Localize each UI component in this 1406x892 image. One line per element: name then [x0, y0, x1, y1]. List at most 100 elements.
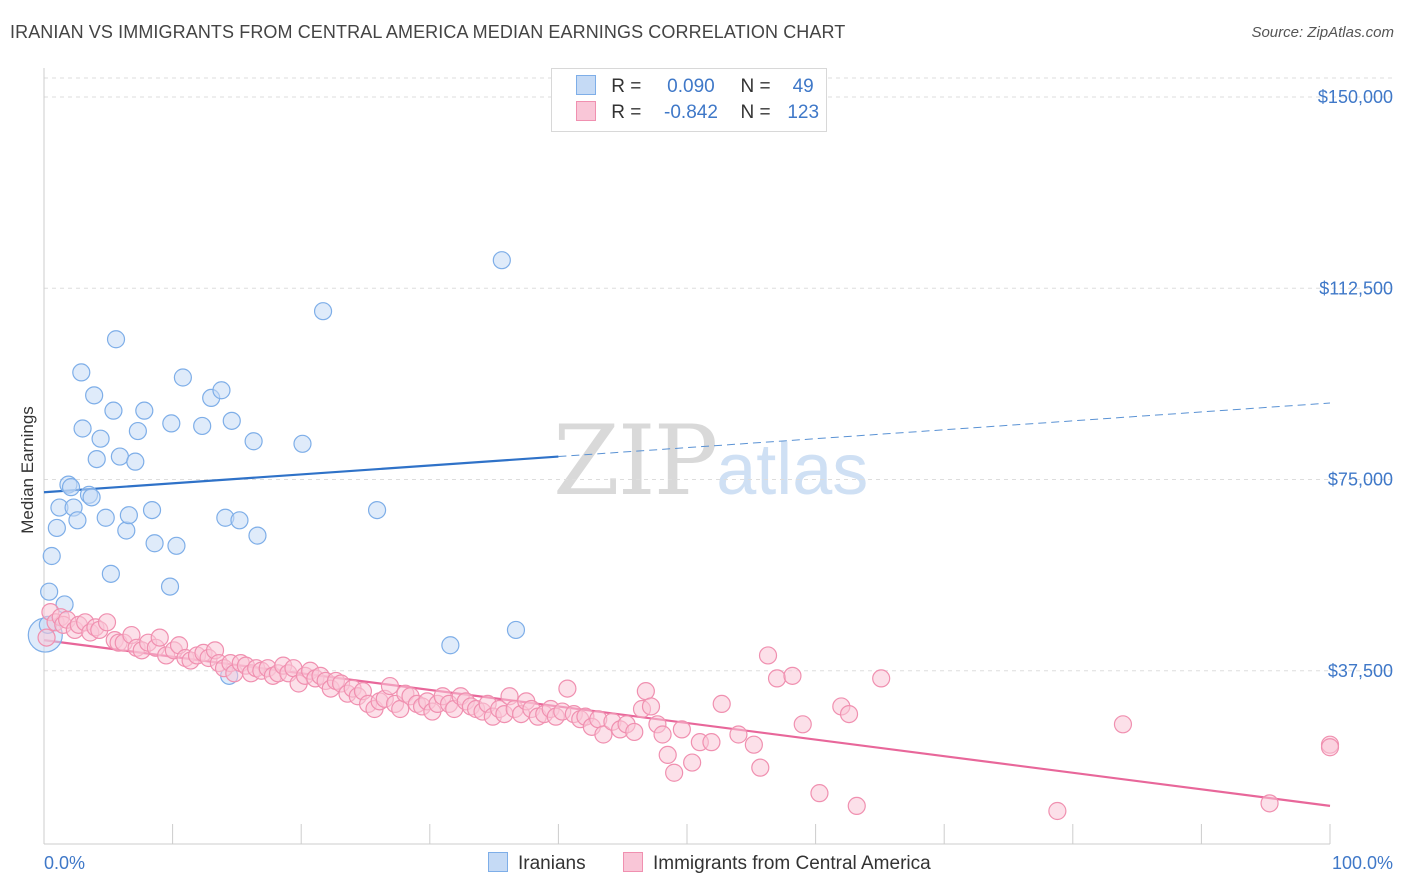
y-tick-label: $75,000	[1328, 470, 1393, 490]
bottom-legend-label-central-america: Immigrants from Central America	[653, 853, 931, 874]
point-iranians	[222, 411, 241, 430]
legend-r-value: -0.842	[664, 102, 718, 123]
point-iranians	[145, 534, 164, 553]
point-central-america	[380, 676, 400, 696]
point-central-america	[1113, 715, 1133, 734]
bottom-legend-central-america: Immigrants from Central America	[623, 852, 931, 875]
point-central-america	[1048, 801, 1067, 821]
point-iranians	[167, 536, 186, 555]
point-iranians	[160, 577, 180, 596]
trend-line-iranians-extrapolated	[558, 402, 1331, 458]
point-central-america	[810, 784, 829, 803]
point-iranians	[492, 251, 511, 270]
point-central-america	[683, 753, 702, 772]
legend-swatch-iranians	[576, 75, 596, 95]
point-iranians	[117, 521, 136, 540]
point-iranians	[104, 401, 123, 420]
point-central-america	[1320, 738, 1340, 757]
point-iranians	[110, 447, 129, 466]
y-tick-label: $37,500	[1328, 661, 1393, 681]
point-iranians	[212, 381, 231, 400]
point-central-america	[558, 679, 577, 698]
legend-row-iranians: R = 0.090 N = 49	[576, 75, 825, 103]
y-axis-label: Median Earnings	[18, 406, 37, 534]
point-iranians	[42, 546, 61, 566]
point-iranians	[73, 419, 92, 438]
point-central-america	[625, 722, 644, 742]
trend-lines	[43, 402, 1331, 807]
point-iranians	[68, 511, 87, 530]
legend-swatch-central-america	[576, 101, 596, 121]
point-iranians	[142, 501, 162, 520]
x-tick-label-start: 0.0%	[44, 853, 85, 873]
point-iranians	[244, 432, 263, 451]
watermark-atlas: atlas	[716, 430, 869, 510]
bottom-legend-label-iranians: Iranians	[518, 853, 586, 874]
point-central-america	[712, 694, 731, 714]
watermark: ZIPatlas	[553, 405, 868, 517]
point-iranians	[230, 511, 249, 530]
source-label: Source: ZipAtlas.com	[1251, 24, 1394, 41]
bottom-legend-swatch-central-america	[623, 852, 643, 872]
point-iranians	[506, 620, 526, 640]
point-iranians	[47, 518, 66, 538]
point-iranians	[441, 636, 460, 655]
tick-labels: $37,500 $75,000 $112,500 $150,000 0.0% 100.0%	[44, 87, 1393, 873]
point-iranians	[293, 434, 312, 453]
point-central-america	[729, 725, 748, 744]
point-central-america	[744, 735, 763, 754]
point-iranians	[87, 450, 106, 469]
point-iranians	[72, 363, 91, 382]
legend-r-value: 0.090	[667, 76, 715, 97]
point-central-america	[839, 704, 859, 724]
x-tick-label-end: 100.0%	[1332, 853, 1393, 873]
point-iranians	[96, 508, 115, 527]
point-central-america	[872, 669, 891, 688]
point-central-america	[783, 666, 802, 685]
trend-line-iranians	[43, 455, 559, 494]
point-iranians	[193, 416, 212, 436]
data-points	[27, 251, 1340, 821]
point-central-america	[150, 628, 169, 647]
point-iranians	[85, 386, 104, 405]
point-iranians	[173, 368, 192, 387]
point-iranians	[91, 429, 110, 448]
legend-row-central-america: R = -0.842 N = 123	[576, 101, 825, 129]
point-iranians	[82, 488, 101, 507]
point-central-america	[636, 682, 655, 701]
bottom-legend-swatch-iranians	[488, 852, 508, 872]
legend-r-label: R =	[611, 102, 642, 123]
point-iranians	[101, 564, 120, 583]
point-iranians	[248, 526, 267, 545]
point-central-america	[653, 725, 672, 744]
y-tick-label: $112,500	[1319, 278, 1393, 298]
point-central-america	[658, 745, 677, 765]
gridlines	[44, 77, 1395, 672]
point-central-america	[665, 763, 684, 782]
legend-r-label: R =	[611, 76, 642, 97]
point-iranians	[61, 478, 81, 497]
point-iranians	[162, 414, 181, 433]
axes	[43, 68, 1331, 845]
point-central-america	[847, 796, 866, 816]
legend-n-label: N =	[740, 102, 771, 123]
point-iranians	[367, 501, 387, 520]
chart-title: IRANIAN VS IMMIGRANTS FROM CENTRAL AMERI…	[10, 22, 846, 42]
point-central-america	[751, 758, 770, 777]
legend-n-label: N =	[740, 76, 771, 97]
point-central-america	[594, 725, 613, 744]
point-iranians	[126, 452, 145, 471]
correlation-legend: R = 0.090 N = 49 R = -0.842 N = 123	[551, 68, 827, 132]
watermark-zip: ZIP	[553, 405, 718, 517]
point-iranians	[135, 401, 154, 420]
bottom-legend-iranians: Iranians	[488, 852, 586, 875]
y-tick-label: $150,000	[1318, 87, 1393, 107]
legend-n-value: 123	[787, 102, 820, 123]
point-central-america	[767, 669, 787, 688]
point-iranians	[128, 421, 147, 441]
point-central-america	[793, 715, 812, 734]
point-central-america	[37, 628, 56, 647]
point-central-america	[1260, 794, 1279, 813]
point-iranians	[119, 506, 138, 525]
